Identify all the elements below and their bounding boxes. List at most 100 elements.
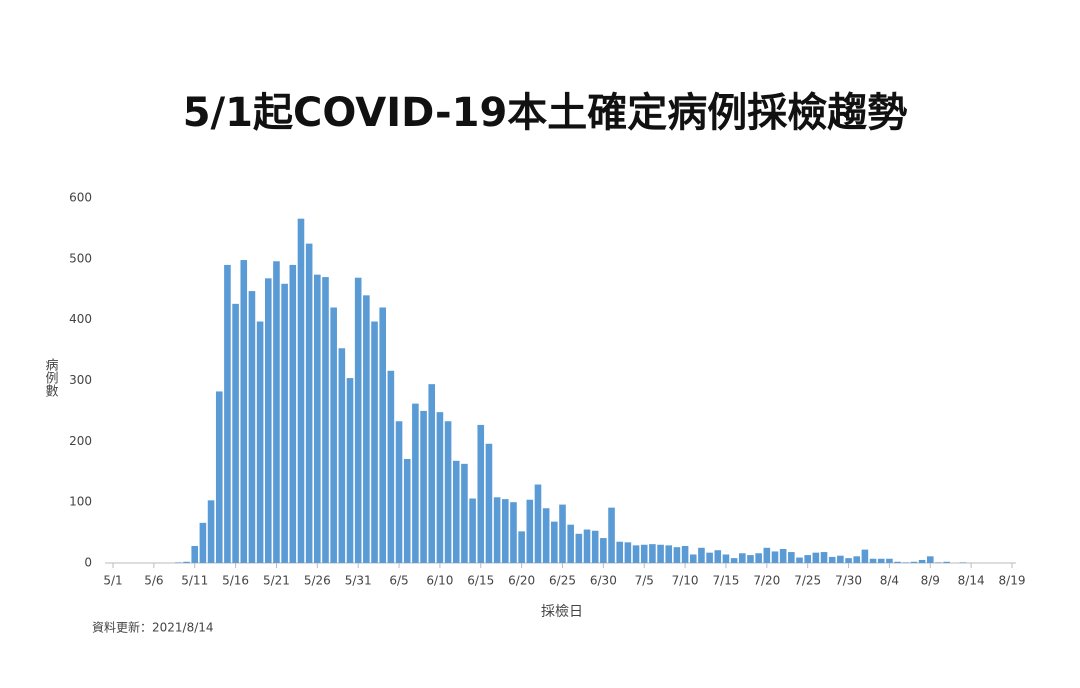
x-tick-label: 7/25 [794, 574, 821, 588]
bar [322, 277, 329, 563]
bar [600, 538, 607, 563]
bar [706, 552, 713, 563]
bar [730, 558, 738, 563]
bar [281, 283, 288, 563]
x-tick-label: 5/11 [181, 574, 208, 588]
bar [591, 530, 599, 563]
bar [551, 521, 558, 563]
bar [485, 443, 493, 563]
x-tick-label: 8/9 [921, 574, 940, 588]
bar [886, 558, 893, 563]
bar [959, 562, 967, 563]
bar [926, 556, 934, 563]
bar [583, 529, 591, 563]
update-note: 資料更新：2021/8/14 [92, 620, 214, 635]
bar [371, 321, 378, 563]
bar [657, 544, 664, 563]
bar [501, 499, 509, 563]
bar [297, 218, 305, 563]
bar [379, 307, 386, 563]
bar [779, 549, 787, 563]
x-tick-label: 8/14 [958, 574, 985, 588]
bar [289, 264, 297, 563]
bar [518, 531, 525, 563]
bar [902, 562, 910, 563]
bar [542, 508, 550, 563]
bar [640, 544, 648, 563]
bar [894, 561, 901, 563]
x-tick-label: 7/30 [835, 574, 862, 588]
bar [444, 421, 452, 563]
x-tick-label: 7/5 [635, 574, 654, 588]
bar [812, 552, 820, 563]
bar [469, 498, 476, 563]
bar [363, 295, 370, 563]
bar [575, 533, 583, 563]
bar [452, 460, 460, 563]
x-tick-label: 7/10 [672, 574, 699, 588]
bar [624, 542, 632, 563]
x-tick-label: 7/15 [712, 574, 739, 588]
bar [354, 277, 362, 563]
bar [918, 559, 926, 563]
bar [673, 547, 681, 563]
bar [608, 507, 615, 563]
bar [828, 556, 836, 563]
bar [820, 552, 828, 563]
x-tick-label: 6/20 [508, 574, 535, 588]
x-tick-label: 5/26 [304, 574, 331, 588]
bar [910, 561, 918, 563]
bar [943, 561, 950, 563]
bar [755, 553, 762, 563]
y-tick-label: 200 [69, 434, 92, 448]
bar [428, 384, 436, 563]
bar [739, 553, 746, 563]
x-tick-label: 5/31 [345, 574, 372, 588]
bar [273, 261, 280, 563]
bar [935, 562, 942, 563]
bar [338, 348, 346, 563]
bar [853, 556, 861, 563]
bar [796, 557, 803, 563]
x-tick-label: 8/4 [880, 574, 899, 588]
bar [526, 499, 534, 563]
x-tick-label: 6/30 [590, 574, 617, 588]
bar [747, 555, 754, 563]
y-tick-label: 300 [69, 373, 92, 387]
bar [681, 545, 689, 563]
bar [477, 424, 485, 563]
bar [877, 558, 885, 563]
x-tick-label: 5/21 [263, 574, 290, 588]
x-tick-label: 7/20 [753, 574, 780, 588]
bar [191, 545, 199, 563]
bar [567, 524, 574, 563]
bar [395, 421, 403, 563]
bar [403, 458, 411, 563]
bar [534, 484, 542, 563]
bar [616, 541, 624, 563]
bar [763, 547, 771, 563]
x-axis-label: 採檢日 [541, 603, 583, 620]
y-tick-label: 0 [84, 556, 92, 570]
bar [689, 554, 697, 563]
bar [461, 463, 468, 563]
x-tick-label: 6/10 [426, 574, 453, 588]
bar [510, 502, 517, 563]
bar [837, 555, 844, 563]
bar [175, 562, 182, 563]
bar [649, 544, 656, 563]
bar [804, 555, 811, 563]
bar [232, 303, 239, 563]
bar [632, 545, 640, 563]
y-tick-label: 400 [69, 312, 92, 326]
bar [314, 274, 321, 563]
x-tick-label: 6/25 [549, 574, 576, 588]
bar [845, 558, 852, 563]
y-tick-label: 100 [69, 495, 92, 509]
bar [493, 497, 501, 563]
bar [256, 321, 264, 563]
x-tick-label: 5/16 [222, 574, 249, 588]
chart-title: 5/1起COVID-19本土確定病例採檢趨勢 [183, 90, 908, 136]
x-tick-label: 8/19 [999, 574, 1026, 588]
